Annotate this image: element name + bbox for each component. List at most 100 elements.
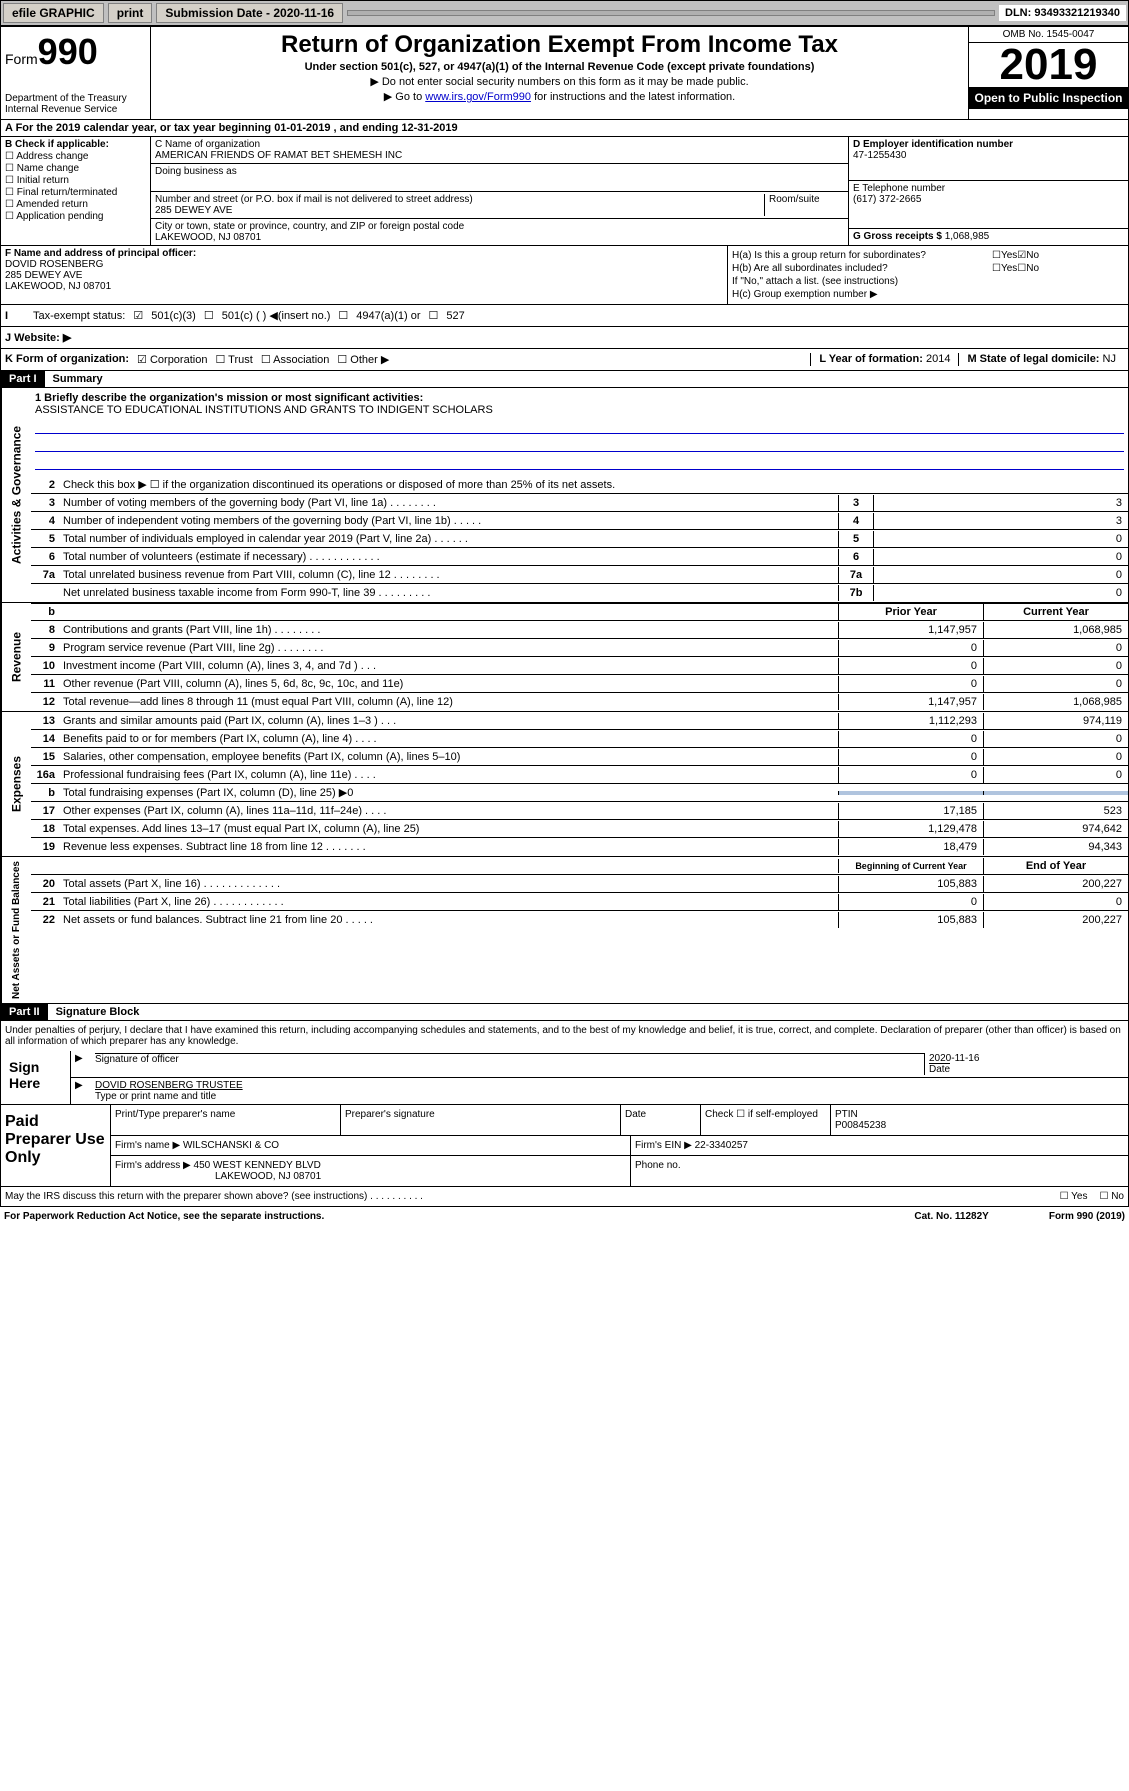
- open-public-badge: Open to Public Inspection: [969, 87, 1128, 109]
- checkbox-item[interactable]: ☐ Name change: [5, 163, 146, 174]
- tax-status-row: I Tax-exempt status: ☑501(c)(3) ☐501(c) …: [0, 305, 1129, 327]
- 527-check[interactable]: ☐: [429, 309, 439, 322]
- checkbox-item[interactable]: ☐ Amended return: [5, 199, 146, 210]
- website-row: J Website: ▶: [0, 327, 1129, 349]
- k-other[interactable]: ☐ Other ▶: [337, 353, 389, 366]
- ha-no[interactable]: ☑No: [1017, 250, 1039, 261]
- form-footer: Form 990 (2019): [1049, 1211, 1125, 1222]
- paperwork-notice: For Paperwork Reduction Act Notice, see …: [4, 1211, 324, 1222]
- form-header: Form990 Department of the Treasury Inter…: [0, 26, 1129, 120]
- part2-header: Part II Signature Block: [0, 1004, 1129, 1021]
- 4947-check[interactable]: ☐: [338, 309, 348, 322]
- governance-section: Activities & Governance 1 Briefly descri…: [0, 388, 1129, 603]
- table-row: 4Number of independent voting members of…: [31, 512, 1128, 530]
- table-row: 22Net assets or fund balances. Subtract …: [31, 911, 1128, 929]
- expenses-side-label: Expenses: [1, 712, 31, 856]
- table-row: Net unrelated business taxable income fr…: [31, 584, 1128, 602]
- k-label: K Form of organization:: [5, 353, 129, 366]
- k-row: K Form of organization: ☑ Corporation ☐ …: [0, 349, 1129, 371]
- table-row: 7aTotal unrelated business revenue from …: [31, 566, 1128, 584]
- hb-note: If "No," attach a list. (see instruction…: [732, 276, 898, 287]
- q1-label: 1 Briefly describe the organization's mi…: [35, 392, 1124, 404]
- table-row: 17Other expenses (Part IX, column (A), l…: [31, 802, 1128, 820]
- table-row: 18Total expenses. Add lines 13–17 (must …: [31, 820, 1128, 838]
- k-trust[interactable]: ☐ Trust: [215, 353, 252, 366]
- firm-name: WILSCHANSKI & CO: [183, 1140, 279, 1151]
- tax-status-label: Tax-exempt status:: [33, 310, 125, 322]
- table-row: 16aProfessional fundraising fees (Part I…: [31, 766, 1128, 784]
- discuss-label: May the IRS discuss this return with the…: [5, 1191, 1060, 1202]
- prior-year-header: Prior Year: [838, 604, 983, 620]
- hc-label: H(c) Group exemption number ▶: [732, 289, 878, 300]
- dln-label: DLN: 93493321219340: [999, 5, 1126, 21]
- k-corp[interactable]: ☑ Corporation: [137, 353, 207, 366]
- address: 285 DEWEY AVE: [155, 205, 764, 216]
- prep-date-label: Date: [621, 1105, 701, 1135]
- 501c3-check[interactable]: ☑: [133, 309, 143, 322]
- discuss-yes[interactable]: ☐ Yes: [1060, 1191, 1088, 1202]
- balance-side-label: Net Assets or Fund Balances: [1, 857, 31, 1003]
- hb-yes[interactable]: ☐Yes: [992, 263, 1017, 274]
- ha-yes[interactable]: ☐Yes: [992, 250, 1017, 261]
- instruction-1: ▶ Do not enter social security numbers o…: [155, 75, 964, 88]
- sig-officer-label: Signature of officer: [95, 1053, 924, 1075]
- officer-addr1: 285 DEWEY AVE: [5, 270, 723, 281]
- q2-label: Check this box ▶ ☐ if the organization d…: [59, 476, 1128, 493]
- table-row: 3Number of voting members of the governi…: [31, 494, 1128, 512]
- part1-header: Part I Summary: [0, 371, 1129, 388]
- checkbox-item[interactable]: ☐ Application pending: [5, 211, 146, 222]
- section-fh: F Name and address of principal officer:…: [0, 246, 1129, 305]
- officer-label: F Name and address of principal officer:: [5, 248, 723, 259]
- form-title: Return of Organization Exempt From Incom…: [155, 31, 964, 59]
- k-assoc[interactable]: ☐ Association: [261, 353, 330, 366]
- table-row: 19Revenue less expenses. Subtract line 1…: [31, 838, 1128, 856]
- print-button[interactable]: print: [108, 3, 153, 23]
- mission-text: ASSISTANCE TO EDUCATIONAL INSTITUTIONS A…: [35, 404, 1124, 416]
- print-name-label: Print/Type preparer's name: [111, 1105, 341, 1135]
- table-row: 14Benefits paid to or for members (Part …: [31, 730, 1128, 748]
- firm-addr: 450 WEST KENNEDY BLVD: [194, 1160, 321, 1171]
- ein-label: D Employer identification number: [853, 139, 1124, 150]
- table-row: 11Other revenue (Part VIII, column (A), …: [31, 675, 1128, 693]
- firm-addr-label: Firm's address ▶: [115, 1160, 191, 1171]
- checkbox-item[interactable]: ☐ Initial return: [5, 175, 146, 186]
- table-row: 6Total number of volunteers (estimate if…: [31, 548, 1128, 566]
- ptin: P00845238: [835, 1120, 886, 1131]
- city-label: City or town, state or province, country…: [155, 221, 844, 232]
- section-bcd: B Check if applicable: ☐ Address change☐…: [0, 137, 1129, 246]
- firm-ein-label: Firm's EIN ▶: [635, 1140, 692, 1151]
- governance-side-label: Activities & Governance: [1, 388, 31, 602]
- org-name: AMERICAN FRIENDS OF RAMAT BET SHEMESH IN…: [155, 150, 844, 161]
- officer-printed-name: DOVID ROSENBERG TRUSTEE: [95, 1080, 243, 1091]
- name-label: C Name of organization: [155, 139, 844, 150]
- officer-addr2: LAKEWOOD, NJ 08701: [5, 281, 723, 292]
- dept-label: Department of the Treasury Internal Reve…: [5, 93, 146, 115]
- begin-year-header: Beginning of Current Year: [838, 859, 983, 873]
- irs-link[interactable]: www.irs.gov/Form990: [425, 91, 531, 103]
- phone-label: E Telephone number: [853, 183, 1124, 194]
- preparer-section: Paid Preparer Use Only Print/Type prepar…: [0, 1105, 1129, 1187]
- dba-label: Doing business as: [155, 166, 844, 177]
- prep-sig-label: Preparer's signature: [341, 1105, 621, 1135]
- hb-label: H(b) Are all subordinates included?: [732, 263, 992, 274]
- declaration-text: Under penalties of perjury, I declare th…: [1, 1021, 1128, 1051]
- table-row: 5Total number of individuals employed in…: [31, 530, 1128, 548]
- row-b-num: b: [31, 606, 59, 618]
- discuss-no[interactable]: ☐ No: [1099, 1191, 1124, 1202]
- instruction-2: ▶ Go to www.irs.gov/Form990 for instruct…: [155, 90, 964, 103]
- signature-section: Under penalties of perjury, I declare th…: [0, 1021, 1129, 1105]
- cat-no: Cat. No. 11282Y: [914, 1211, 988, 1222]
- gross-label: G Gross receipts $: [853, 231, 942, 242]
- form-number: Form990: [5, 31, 146, 73]
- table-row: 13Grants and similar amounts paid (Part …: [31, 712, 1128, 730]
- checkbox-item[interactable]: ☐ Final return/terminated: [5, 187, 146, 198]
- efile-button[interactable]: efile GRAPHIC: [3, 3, 104, 23]
- table-row: 10Investment income (Part VIII, column (…: [31, 657, 1128, 675]
- table-row: 12Total revenue—add lines 8 through 11 (…: [31, 693, 1128, 711]
- 501c-check[interactable]: ☐: [204, 309, 214, 322]
- hb-no[interactable]: ☐No: [1017, 263, 1039, 274]
- section-b-label: B Check if applicable:: [5, 139, 146, 150]
- checkbox-item[interactable]: ☐ Address change: [5, 151, 146, 162]
- date-label: Date: [929, 1063, 950, 1075]
- gross-receipts: 1,068,985: [945, 231, 990, 242]
